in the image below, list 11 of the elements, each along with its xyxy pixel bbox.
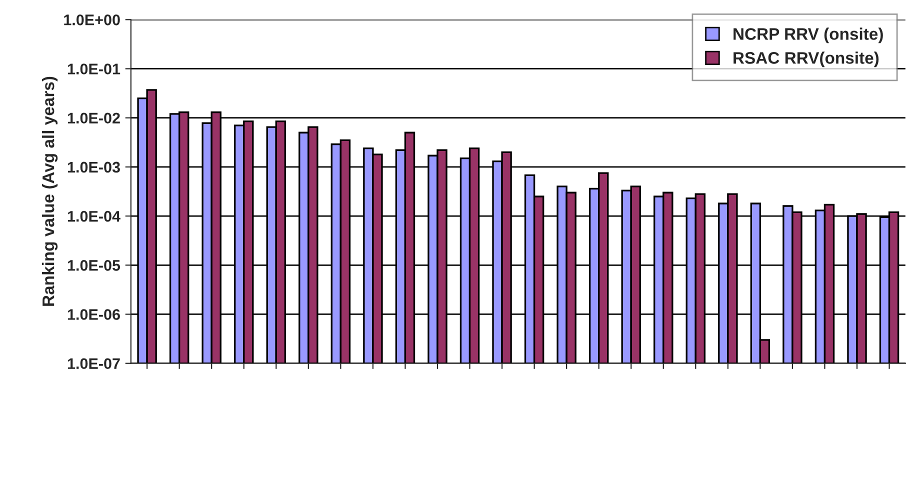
y-tick-label: 1.0E-01 [68,64,120,74]
y-tick-label: 1.0E-05 [68,260,120,271]
y-tick-label: 1.0E-03 [68,162,120,173]
y-axis-title: Ranking value (Avg all years) [42,76,58,306]
y-tick-label: 1.0E+00 [64,14,120,26]
legend-label: NCRP RRV (onsite) [734,28,883,44]
y-tick-label: 1.0E-06 [68,309,120,320]
y-tick-label: 1.0E-02 [68,112,120,124]
y-tick-label: 1.0E-04 [68,210,120,222]
legend-label: RSAC RRV(onsite) [734,52,879,68]
y-tick-label: 1.0E-07 [68,358,120,370]
